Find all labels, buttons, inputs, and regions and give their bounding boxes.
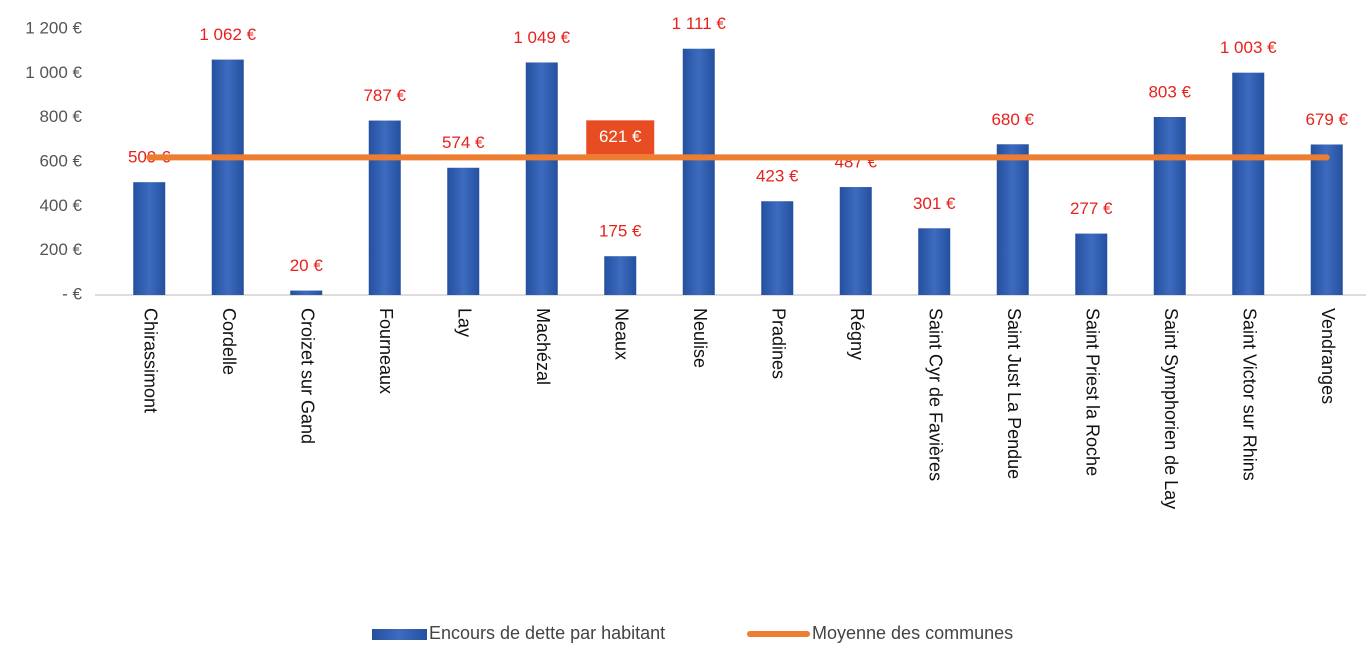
bar (918, 228, 951, 295)
data-label: 1 003 € (1220, 38, 1277, 57)
data-label: 1 062 € (199, 25, 256, 44)
x-tick-label: Chirassimont (141, 308, 161, 413)
data-label: 803 € (1148, 82, 1191, 101)
y-tick-label: 1 000 € (25, 63, 82, 82)
x-tick-label: Fourneaux (376, 308, 396, 394)
x-tick-label: Croizet sur Gand (298, 308, 318, 444)
bar (1310, 144, 1343, 295)
x-tick-label: Saint Cyr de Favières (926, 308, 946, 481)
bar (1153, 117, 1186, 295)
legend-swatch (372, 629, 427, 640)
bar (525, 62, 558, 296)
bar (1075, 233, 1108, 295)
data-label: 20 € (290, 256, 324, 275)
label-box (586, 120, 655, 155)
x-tick-label: Lay (455, 308, 475, 337)
bar (839, 187, 872, 295)
bar (761, 201, 794, 295)
y-tick-label: 400 € (39, 196, 82, 215)
data-label: 1 111 € (672, 14, 727, 33)
x-tick-label: Saint Victor sur Rhins (1240, 308, 1260, 481)
x-tick-label: Régny (847, 308, 867, 360)
legend-label: Moyenne des communes (812, 623, 1013, 643)
x-tick-label: Saint Priest la Roche (1083, 308, 1103, 476)
data-label: 1 049 € (513, 28, 570, 47)
y-tick-label: 1 200 € (25, 18, 82, 37)
data-label: 680 € (991, 110, 1034, 129)
x-tick-label: Vendranges (1318, 308, 1338, 404)
data-label: 423 € (756, 167, 799, 186)
bar (211, 59, 244, 296)
bar (290, 290, 323, 295)
x-tick-label: Neaux (612, 308, 632, 360)
bar (133, 182, 166, 295)
x-tick-label: Pradines (769, 308, 789, 379)
data-label: 175 € (599, 222, 642, 241)
x-tick-label: Saint Just La Pendue (1004, 308, 1024, 479)
bar (447, 167, 480, 295)
bar (604, 256, 637, 295)
bar (368, 120, 401, 295)
x-tick-label: Saint Symphorien de Lay (1161, 308, 1181, 509)
bar (1232, 72, 1265, 295)
bar (996, 144, 1029, 295)
y-tick-label: 200 € (39, 240, 82, 259)
y-tick-label: 800 € (39, 107, 82, 126)
x-tick-label: Neulise (690, 308, 710, 368)
data-label: 277 € (1070, 199, 1113, 218)
x-tick-label: Machézal (533, 308, 553, 385)
data-label: 574 € (442, 133, 485, 152)
data-label: 301 € (913, 194, 956, 213)
legend-label: Encours de dette par habitant (429, 623, 665, 643)
y-tick-label: - € (62, 284, 82, 303)
bar (682, 48, 715, 295)
data-label: 787 € (363, 86, 406, 105)
y-tick-label: 600 € (39, 151, 82, 170)
data-label: 621 € (599, 127, 642, 146)
data-label: 679 € (1305, 110, 1348, 129)
x-tick-label: Cordelle (219, 308, 239, 375)
